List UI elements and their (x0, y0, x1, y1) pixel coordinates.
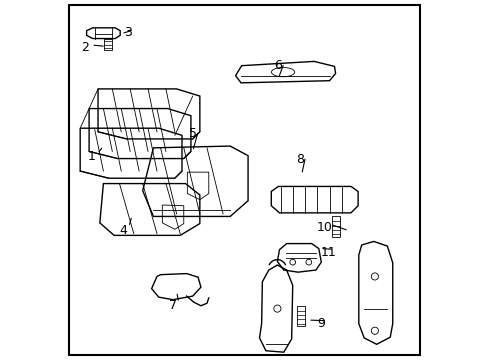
Text: 4: 4 (119, 224, 127, 237)
Text: 2: 2 (81, 41, 89, 54)
Text: 8: 8 (295, 153, 303, 166)
Text: 11: 11 (320, 246, 336, 258)
Bar (104, 39, 112, 50)
Text: 10: 10 (316, 221, 332, 234)
Bar (331, 216, 339, 237)
Text: 1: 1 (87, 150, 95, 163)
Text: 7: 7 (169, 299, 177, 312)
Text: 6: 6 (274, 59, 282, 72)
Bar (297, 306, 305, 327)
Text: 3: 3 (124, 26, 132, 39)
Text: 5: 5 (188, 127, 196, 140)
Text: 9: 9 (317, 317, 325, 330)
